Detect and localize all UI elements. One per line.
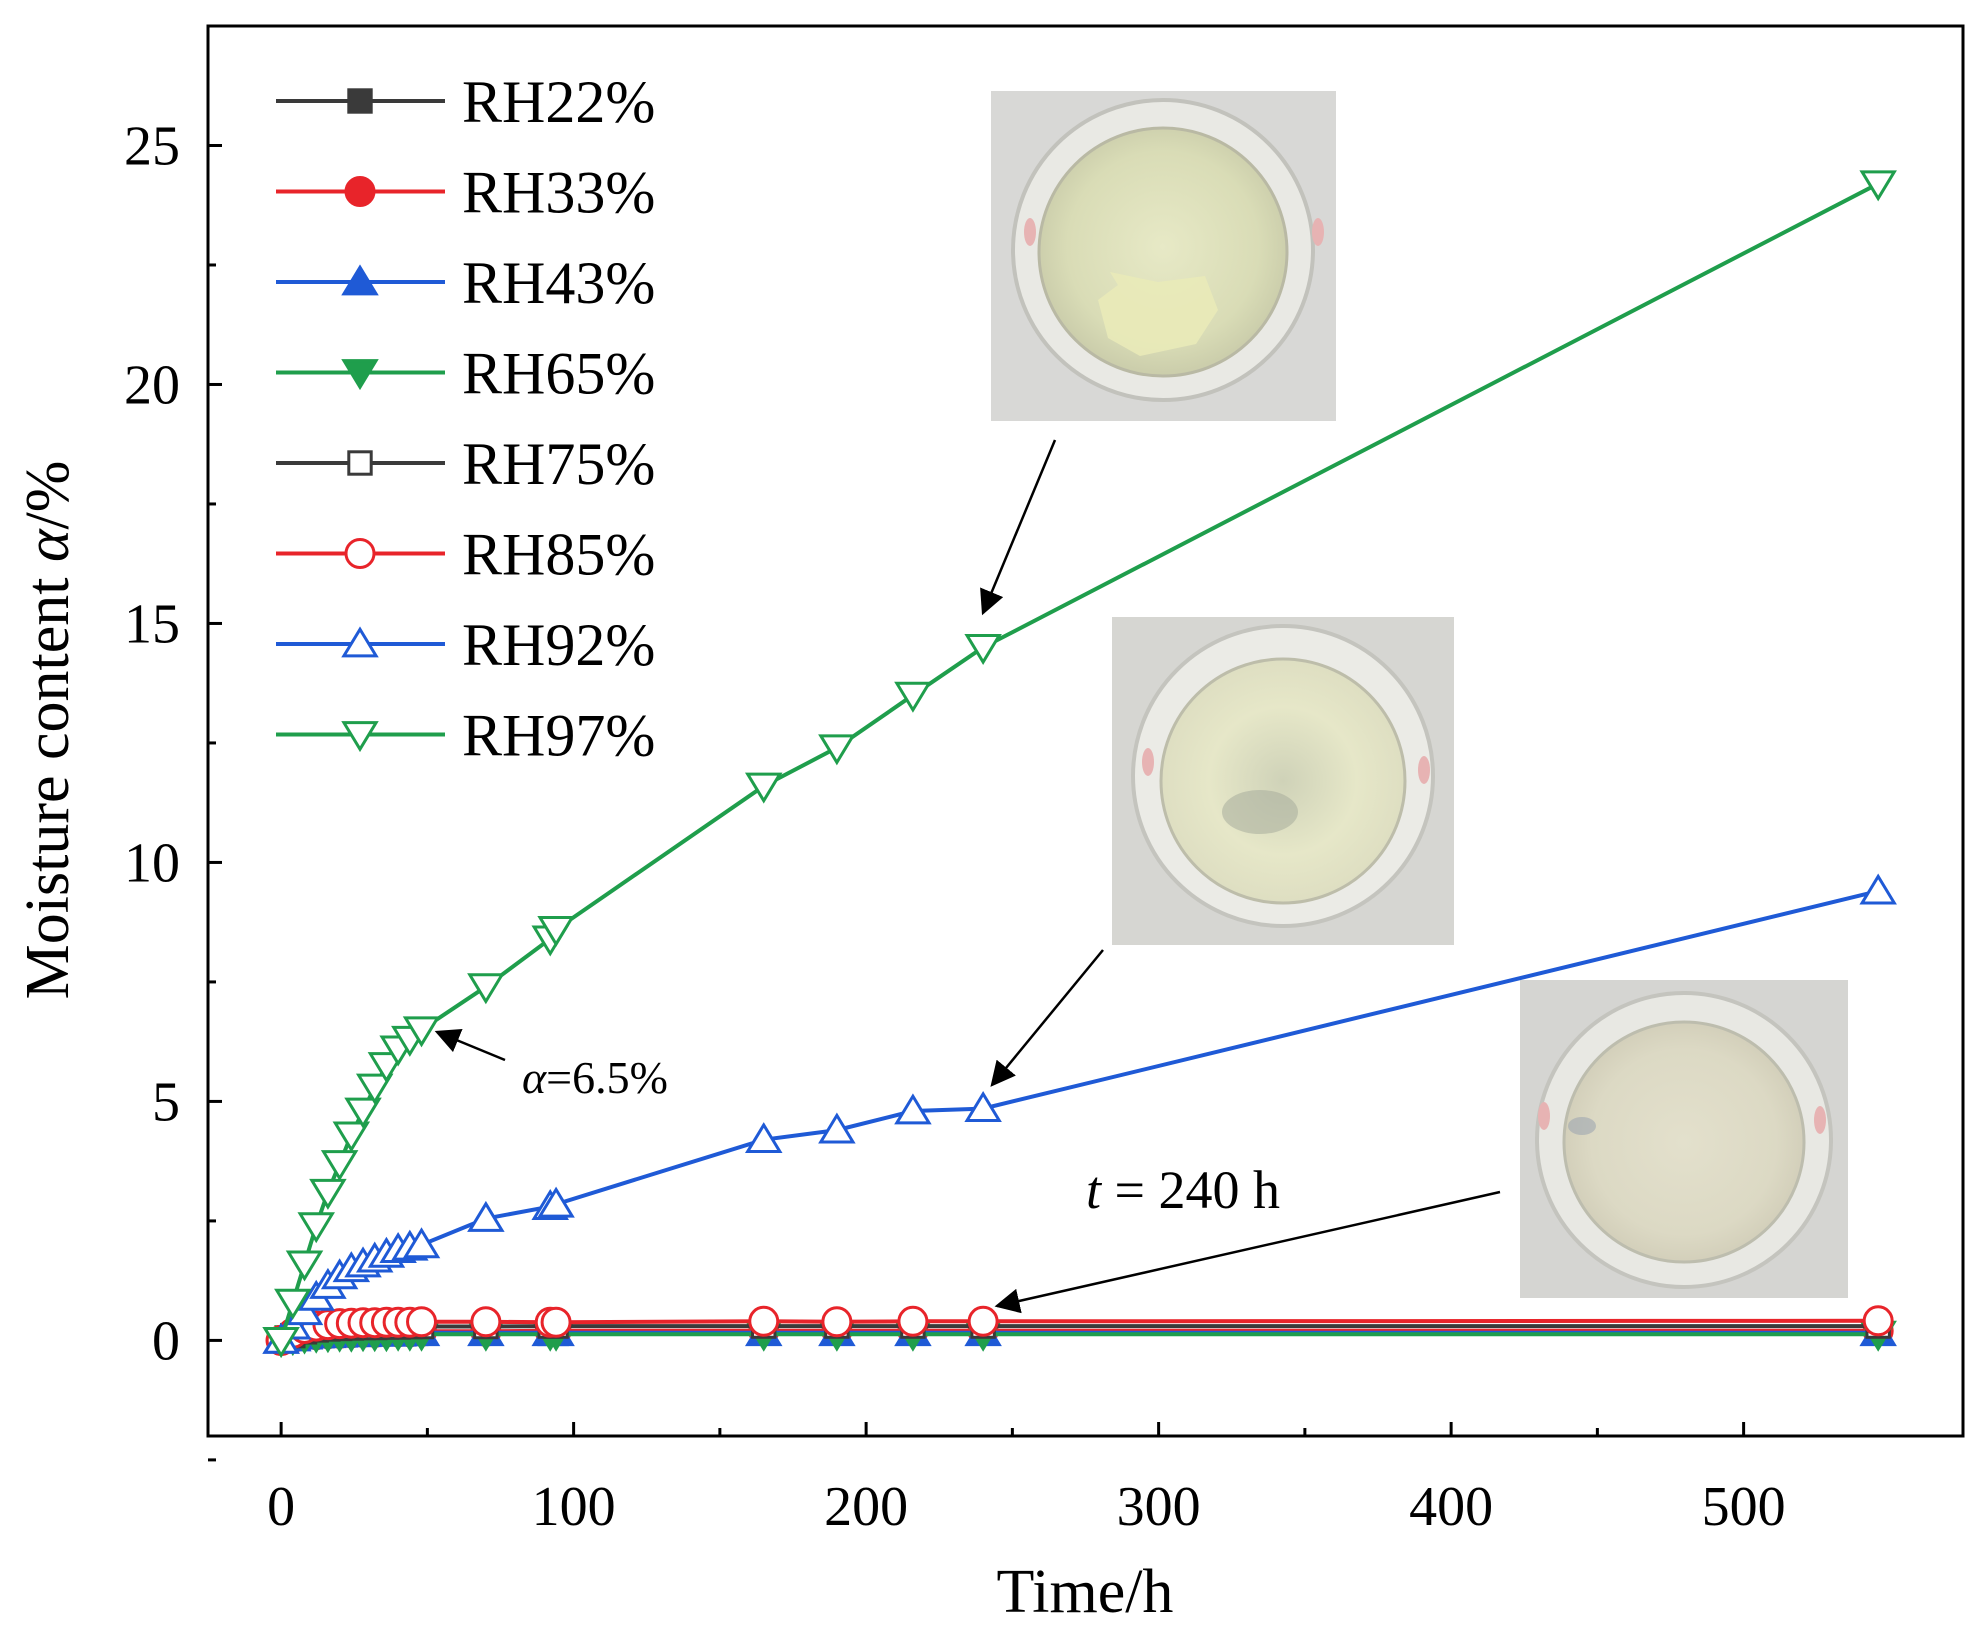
y-tick-label: 0 — [152, 1310, 180, 1372]
data-point-rh97 — [262, 1327, 300, 1359]
legend-label: RH85% — [462, 522, 655, 588]
legend-item-rh85: RH85% — [276, 522, 655, 588]
data-point-rh97 — [1859, 170, 1897, 202]
x-tick-label: 200 — [824, 1476, 908, 1538]
y-axis-label: Moisture content α/% — [14, 461, 82, 1000]
x-tick-label: 100 — [532, 1476, 616, 1538]
data-point-rh85 — [821, 1306, 853, 1338]
data-point-rh92 — [894, 1093, 932, 1125]
x-tick-label: 500 — [1702, 1476, 1786, 1538]
series-rh92 — [262, 873, 1897, 1354]
photo-inset-rh92 — [1112, 617, 1454, 945]
series-line-rh65 — [280, 1332, 1879, 1343]
data-point-rh97 — [320, 1150, 359, 1182]
axes: 0 100 200 300 400 500 0 5 10 15 20 25 — [124, 115, 1786, 1538]
data-point-rh92 — [964, 1090, 1002, 1122]
data-point-rh97 — [344, 1097, 382, 1129]
data-point-rh97 — [332, 1121, 371, 1153]
data-point-rh92 — [467, 1200, 505, 1232]
legend-label: RH92% — [462, 612, 655, 678]
legend-marker — [341, 626, 379, 658]
arrow-alpha — [434, 1029, 506, 1062]
series-rh97 — [262, 170, 1897, 1359]
legend-marker — [341, 359, 379, 391]
legend-item-rh97: RH97% — [276, 703, 655, 769]
legend-marker — [344, 176, 376, 207]
data-point-rh85 — [540, 1306, 572, 1338]
data-point-rh92 — [1859, 873, 1897, 905]
y-tick-label: 20 — [124, 354, 180, 416]
data-point-rh85 — [897, 1305, 929, 1337]
y-tick-label: 15 — [124, 593, 180, 655]
data-point-rh97 — [894, 681, 932, 713]
legend-marker — [341, 264, 379, 296]
data-point-rh97 — [297, 1212, 335, 1244]
data-point-rh92 — [818, 1112, 856, 1144]
legend-label: RH97% — [462, 703, 655, 769]
data-point-rh97 — [537, 915, 575, 947]
y-tick-label: 5 — [152, 1071, 180, 1133]
legend-marker — [347, 88, 373, 114]
data-point-rh97 — [285, 1250, 324, 1282]
legend-item-rh43: RH43% — [276, 250, 655, 316]
arrow-photo-rh97 — [980, 439, 1057, 616]
data-point-rh97 — [744, 772, 783, 804]
data-point-rh85 — [1862, 1305, 1894, 1337]
data-point-rh92 — [744, 1122, 783, 1154]
legend-marker — [344, 538, 376, 569]
data-point-rh97 — [402, 1016, 441, 1048]
x-tick-label: 300 — [1117, 1476, 1201, 1538]
data-point-rh85 — [748, 1305, 780, 1337]
series-layer — [262, 170, 1897, 1359]
legend-label: RH33% — [462, 160, 655, 226]
photo-inset-rh97 — [991, 91, 1336, 421]
y-tick-label: 25 — [124, 115, 180, 177]
x-tick-label: 400 — [1409, 1476, 1493, 1538]
legend-marker — [341, 721, 379, 753]
legend: RH22% RH33% RH43% RH65% RH75% RH85% RH92% RH97% — [276, 69, 655, 769]
legend-label: RH22% — [462, 69, 655, 135]
annotation-arrows — [434, 439, 1501, 1314]
legend-label: RH43% — [462, 250, 655, 316]
data-point-rh85 — [470, 1306, 502, 1338]
legend-label: RH75% — [462, 431, 655, 497]
arrow-photo-rh92 — [990, 949, 1104, 1087]
data-point-rh85 — [967, 1305, 999, 1337]
legend-item-rh22: RH22% — [276, 69, 655, 135]
legend-item-rh75: RH75% — [276, 431, 655, 497]
data-point-rh92 — [402, 1227, 441, 1259]
data-point-rh85 — [406, 1306, 438, 1338]
legend-item-rh92: RH92% — [276, 612, 655, 678]
data-point-rh97 — [274, 1288, 312, 1320]
legend-marker — [347, 450, 373, 476]
x-tick-label: 0 — [267, 1476, 295, 1538]
data-point-rh97 — [818, 734, 856, 766]
y-tick-label: 10 — [124, 832, 180, 894]
photo-inset-rh85 — [1520, 980, 1848, 1298]
legend-item-rh33: RH33% — [276, 160, 655, 226]
legend-item-rh65: RH65% — [276, 341, 655, 407]
data-point-rh92 — [537, 1186, 575, 1218]
data-point-rh97 — [467, 973, 505, 1005]
arrow-photo-rh85 — [994, 1190, 1501, 1314]
legend-label: RH65% — [462, 341, 655, 407]
data-point-rh97 — [309, 1178, 347, 1210]
plot-frame — [206, 24, 1965, 1438]
data-point-rh97 — [964, 633, 1002, 665]
annotation-time: t = 240 h — [1086, 1160, 1280, 1220]
annotation-alpha: α=6.5% — [522, 1052, 668, 1103]
x-axis-label: Time/h — [997, 1558, 1174, 1626]
data-point-rh97 — [355, 1073, 394, 1105]
